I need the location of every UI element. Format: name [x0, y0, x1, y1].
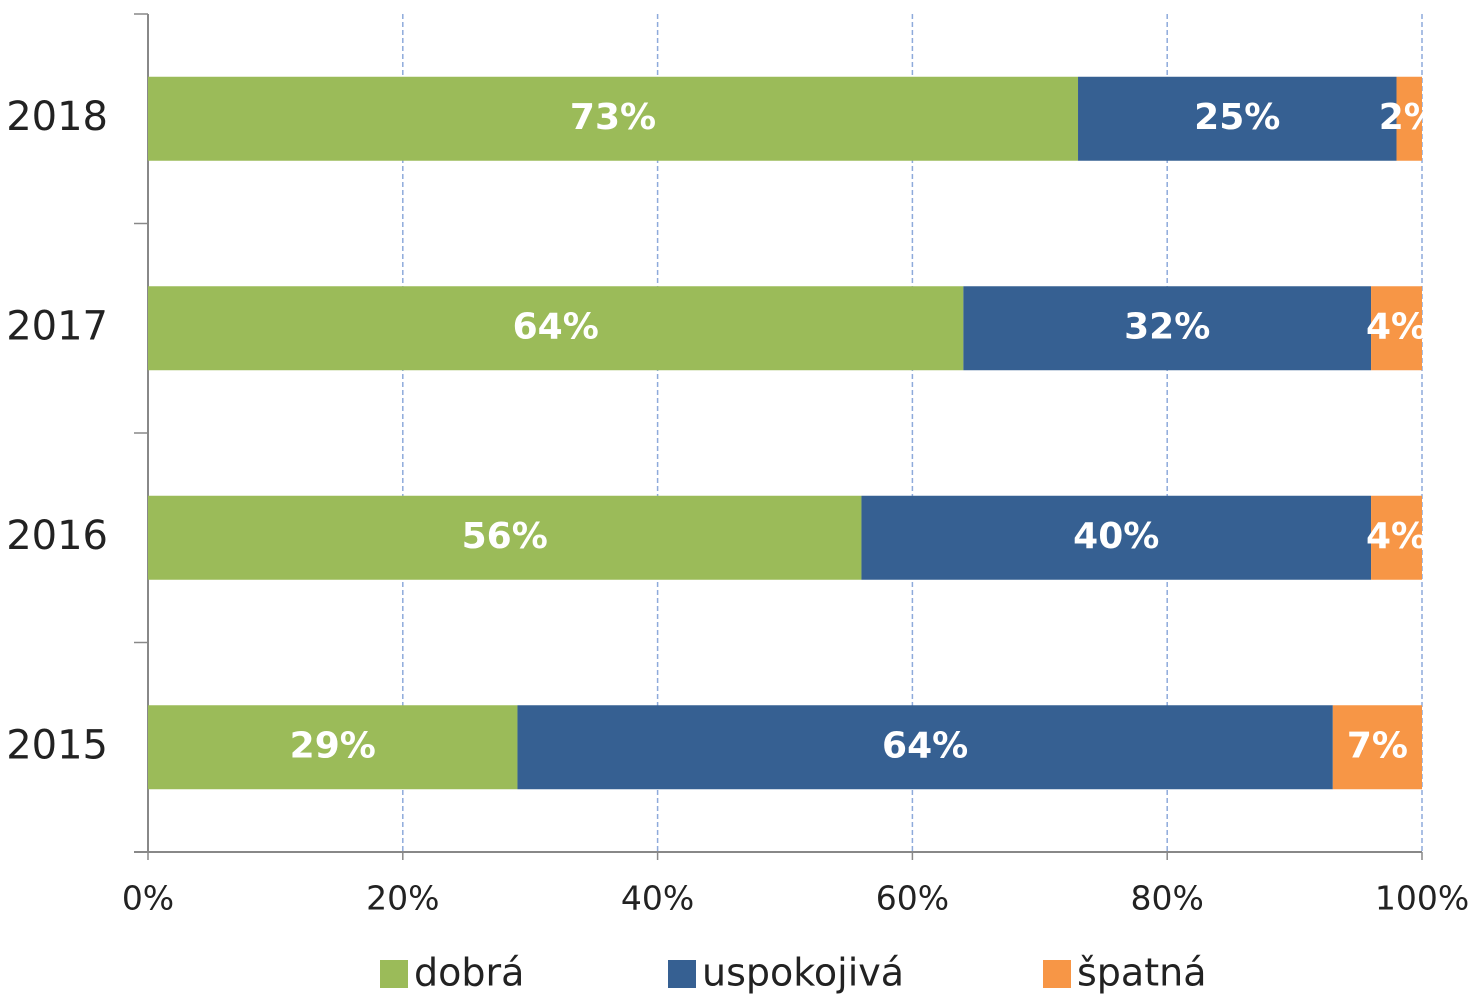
data-label: 4% — [1366, 516, 1427, 557]
bar-segment — [861, 495, 1372, 580]
x-tick-label: 80% — [1131, 879, 1204, 918]
data-label: 32% — [1124, 306, 1210, 347]
legend-swatch — [668, 960, 696, 988]
x-tick-label: 60% — [876, 879, 949, 918]
y-tick-label: 2017 — [6, 303, 108, 349]
legend-label: uspokojivá — [702, 951, 904, 995]
bar-segment — [1371, 286, 1422, 371]
bar-segment — [517, 705, 1333, 790]
data-label: 40% — [1073, 516, 1159, 557]
bar-segment — [148, 286, 964, 371]
x-tick-label: 20% — [366, 879, 439, 918]
data-label: 56% — [462, 516, 548, 557]
y-tick-label: 2018 — [6, 94, 108, 140]
legend-label: špatná — [1077, 951, 1206, 995]
data-label: 2% — [1379, 97, 1440, 138]
data-label: 64% — [513, 306, 599, 347]
bar-segment — [1396, 76, 1422, 161]
bar-segment — [148, 705, 518, 790]
data-label: 29% — [290, 725, 376, 766]
data-label: 73% — [570, 97, 656, 138]
bar-segment — [1371, 495, 1422, 580]
x-tick-label: 100% — [1375, 879, 1469, 918]
y-tick-label: 2015 — [6, 722, 108, 768]
bar-segment — [1332, 705, 1422, 790]
bar-segment — [148, 495, 862, 580]
data-label: 7% — [1347, 725, 1408, 766]
data-label: 25% — [1194, 97, 1280, 138]
legend-swatch — [1043, 960, 1071, 988]
legend-label: dobrá — [414, 951, 524, 995]
y-tick-label: 2016 — [6, 513, 108, 559]
data-label: 64% — [882, 725, 968, 766]
data-label: 4% — [1366, 306, 1427, 347]
x-tick-label: 40% — [621, 879, 694, 918]
legend-swatch — [380, 960, 408, 988]
bar-segment — [963, 286, 1372, 371]
bar-segment — [1078, 76, 1397, 161]
bar-segment — [148, 76, 1079, 161]
x-tick-label: 0% — [122, 879, 174, 918]
